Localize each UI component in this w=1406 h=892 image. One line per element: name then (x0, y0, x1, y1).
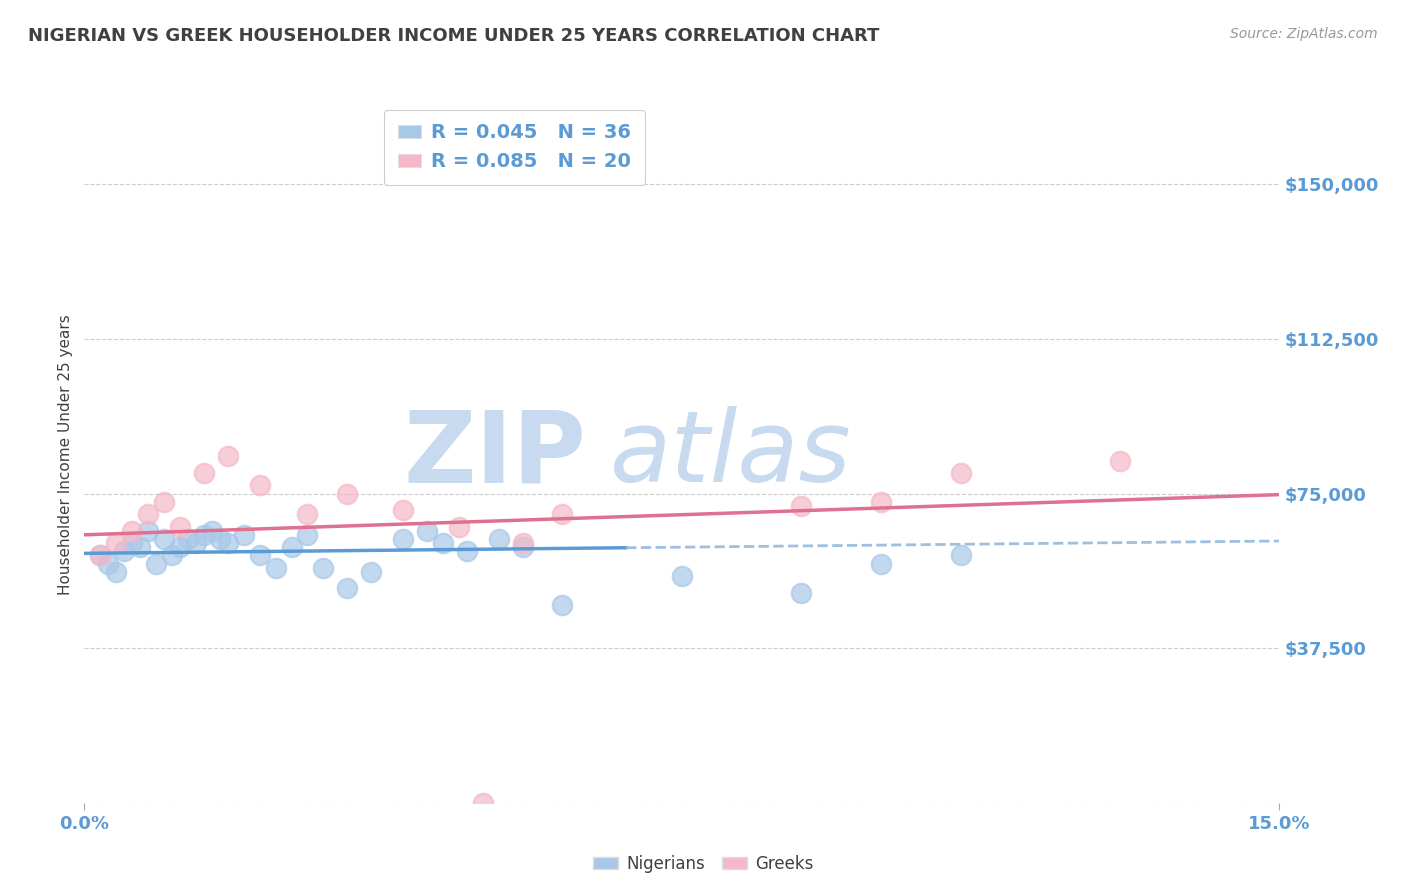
Point (217, 536, 239, 550)
Point (160, 549, 183, 563)
Point (129, 540, 152, 554)
Point (177, 532, 200, 546)
Point (790, 499, 813, 513)
Point (392, 532, 415, 546)
Text: atlas: atlas (610, 407, 852, 503)
Point (208, 532, 231, 546)
Point (949, 466, 972, 480)
Point (153, 532, 176, 546)
Point (97, 557, 120, 571)
Point (456, 544, 478, 558)
Point (949, 549, 972, 563)
Point (551, 507, 574, 521)
Point (870, 495, 893, 509)
Point (512, 540, 534, 554)
Text: NIGERIAN VS GREEK HOUSEHOLDER INCOME UNDER 25 YEARS CORRELATION CHART: NIGERIAN VS GREEK HOUSEHOLDER INCOME UND… (28, 27, 880, 45)
Point (169, 540, 191, 554)
Point (264, 561, 287, 575)
Point (297, 507, 319, 521)
Point (201, 524, 224, 538)
Point (447, 519, 470, 533)
Point (512, 536, 534, 550)
Point (471, 796, 494, 810)
Point (671, 569, 693, 583)
Point (136, 507, 159, 521)
Point (1109, 453, 1132, 467)
Point (193, 528, 215, 542)
Point (392, 503, 415, 517)
Point (217, 450, 239, 464)
Text: Source: ZipAtlas.com: Source: ZipAtlas.com (1230, 27, 1378, 41)
Point (336, 582, 359, 596)
Point (121, 536, 143, 550)
Point (360, 565, 382, 579)
Point (105, 565, 128, 579)
Legend: Nigerians, Greeks: Nigerians, Greeks (586, 848, 820, 880)
Point (193, 466, 215, 480)
Point (870, 557, 893, 571)
Point (112, 544, 135, 558)
Point (280, 540, 302, 554)
Text: ZIP: ZIP (404, 407, 586, 503)
Point (249, 549, 271, 563)
Point (432, 536, 454, 550)
Point (790, 585, 813, 599)
Point (121, 524, 143, 538)
Point (551, 598, 574, 612)
Y-axis label: Householder Income Under 25 years: Householder Income Under 25 years (58, 315, 73, 595)
Point (153, 495, 176, 509)
Point (136, 524, 159, 538)
Point (297, 528, 319, 542)
Point (249, 478, 271, 492)
Point (416, 524, 439, 538)
Point (312, 561, 335, 575)
Point (105, 536, 128, 550)
Point (145, 557, 167, 571)
Point (336, 486, 359, 500)
Point (89, 549, 111, 563)
Legend: R = 0.045   N = 36, R = 0.085   N = 20: R = 0.045 N = 36, R = 0.085 N = 20 (384, 110, 645, 185)
Point (184, 536, 207, 550)
Point (232, 528, 254, 542)
Point (488, 532, 510, 546)
Point (169, 519, 191, 533)
Point (89, 549, 111, 563)
